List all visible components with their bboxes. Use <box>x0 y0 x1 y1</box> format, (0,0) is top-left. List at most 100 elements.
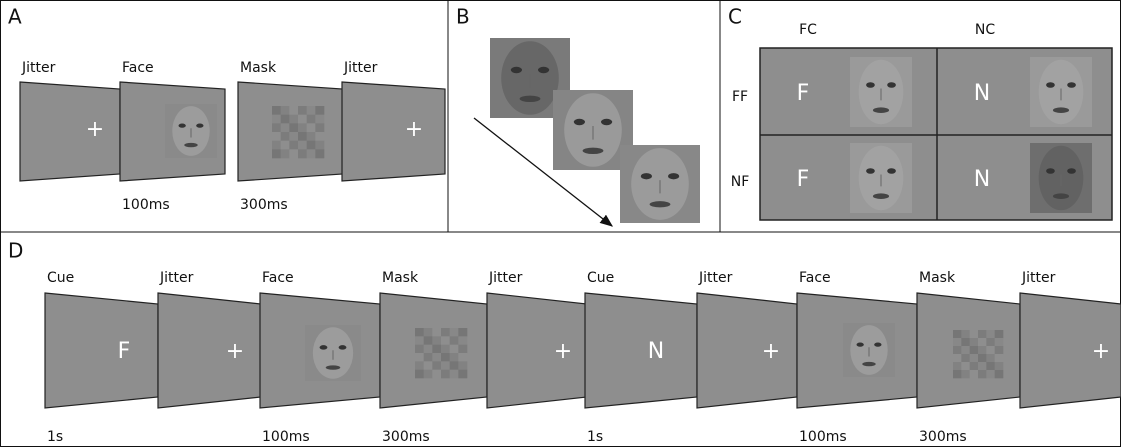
mask-tile <box>298 149 307 159</box>
face-mouth <box>1052 107 1070 113</box>
face-mouth <box>519 95 541 103</box>
mask-tile <box>449 328 459 337</box>
mask-tile <box>969 362 979 371</box>
face-mouth <box>649 201 671 208</box>
mask-tile <box>298 123 307 133</box>
mask-tile <box>986 330 995 339</box>
mask-tile <box>961 370 970 379</box>
mask-tile <box>449 353 459 362</box>
face-eye <box>887 168 896 174</box>
mask-tile <box>986 354 995 363</box>
mask-tile <box>432 344 442 354</box>
mask-tile <box>272 123 281 133</box>
mask-tile <box>280 149 290 159</box>
mask-tile <box>280 106 290 115</box>
frame <box>584 292 698 409</box>
frame <box>341 81 446 182</box>
face-eye <box>887 82 896 88</box>
step-label: Jitter <box>488 270 523 286</box>
mask-tile <box>953 362 962 371</box>
mask-tile <box>298 106 307 115</box>
mask-tile <box>994 338 1004 347</box>
mask-tile <box>441 344 450 354</box>
face-mouth <box>582 147 604 154</box>
face-eye <box>319 345 328 350</box>
mask-tile <box>978 370 987 379</box>
panel-label: D <box>8 239 23 263</box>
mask-tile <box>986 362 995 371</box>
mask-tile <box>986 370 995 379</box>
row-header: FF <box>732 89 748 105</box>
mask-tile <box>415 361 424 370</box>
mask-tile <box>961 354 970 363</box>
face-mouth <box>872 193 890 199</box>
mask-tile <box>432 336 442 345</box>
mask-tile <box>272 106 281 115</box>
mask-tile <box>449 344 459 354</box>
frame-symbol: + <box>405 117 423 142</box>
mask-tile <box>458 361 468 370</box>
mask-tile <box>994 346 1004 355</box>
column-header: NC <box>975 22 995 38</box>
face-eye <box>866 168 875 174</box>
step-duration: 100ms <box>122 197 170 213</box>
mask-tile <box>315 123 325 133</box>
face-eye <box>338 345 347 350</box>
mask-tile <box>953 338 962 347</box>
mask-tile <box>315 106 325 115</box>
face-eye <box>538 66 550 74</box>
mask-tile <box>315 114 325 124</box>
mask-tile <box>423 369 433 379</box>
step-label: Face <box>122 60 154 76</box>
face-eye <box>196 123 204 128</box>
mask-tile <box>978 338 987 347</box>
mask-tile <box>458 344 468 354</box>
mask-tile <box>953 346 962 355</box>
mask-tile <box>280 140 290 150</box>
mask-tile <box>953 330 962 339</box>
row-header: NF <box>731 174 750 190</box>
mask-tile <box>432 328 442 337</box>
mask-tile <box>289 140 299 150</box>
frame <box>157 292 262 409</box>
mask-tile <box>969 338 979 347</box>
face-eye <box>1067 168 1076 174</box>
mask-tile <box>272 114 281 124</box>
frame <box>44 292 159 409</box>
face-eye <box>1046 82 1055 88</box>
mask-tile <box>986 346 995 355</box>
mask-tile <box>969 354 979 363</box>
mask-tile <box>415 369 424 379</box>
mask-tile <box>969 330 979 339</box>
step-label: Face <box>799 270 831 286</box>
mask-tile <box>306 132 316 141</box>
mask-tile <box>272 140 281 150</box>
face-eye <box>856 342 864 347</box>
mask-tile <box>441 353 450 362</box>
step-duration: 300ms <box>240 197 288 213</box>
mask-tile <box>280 114 290 124</box>
mask-tile <box>441 328 450 337</box>
column-header: FC <box>799 22 817 38</box>
mask-tile <box>978 354 987 363</box>
mask-tile <box>449 369 459 379</box>
mask-tile <box>306 149 316 159</box>
frame-symbol: + <box>1092 339 1110 364</box>
frame-symbol: + <box>762 339 780 364</box>
mask-tile <box>458 369 468 379</box>
face-mouth <box>184 142 198 148</box>
mask-tile <box>298 132 307 141</box>
step-label: Cue <box>47 270 74 286</box>
face-eye <box>573 118 586 126</box>
step-label: Mask <box>919 270 956 286</box>
mask-tile <box>423 361 433 370</box>
step-label: Jitter <box>21 60 56 76</box>
cell-cue: N <box>974 81 990 106</box>
mask-tile <box>961 346 970 355</box>
mask-tile <box>994 354 1004 363</box>
face-mouth <box>872 107 890 113</box>
mask-tile <box>458 328 468 337</box>
mask-tile <box>953 354 962 363</box>
mask-tile <box>272 149 281 159</box>
